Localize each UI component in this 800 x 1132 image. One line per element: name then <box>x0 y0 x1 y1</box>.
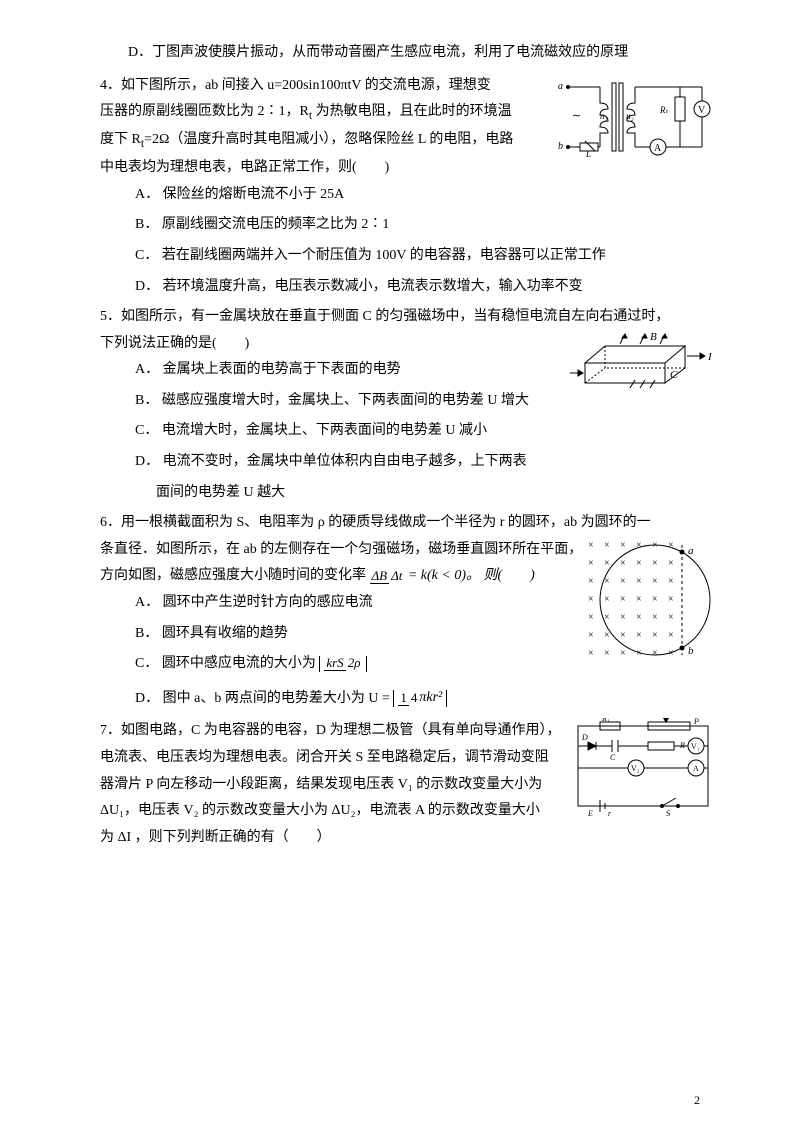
svg-text:B: B <box>650 331 657 343</box>
svg-text:×: × <box>652 558 658 569</box>
svg-text:×: × <box>604 612 610 623</box>
page-number: 2 <box>694 1089 700 1112</box>
svg-text:×: × <box>668 648 674 659</box>
q5-optD2: 面间的电势差 U 越大 <box>100 480 720 507</box>
svg-text:b: b <box>688 645 694 657</box>
q4-optA: A． 保险丝的熔断电流不小于 25A <box>100 182 720 209</box>
svg-text:C: C <box>610 753 616 762</box>
svg-text:×: × <box>620 540 626 551</box>
svg-text:A: A <box>693 764 699 773</box>
q5-figure: B I C <box>570 328 720 403</box>
svg-text:P: P <box>693 718 699 726</box>
q6-figure: a b × × × × × × × × × × × × × × × × × × × × × × × × × × × × × × ×… <box>580 530 720 670</box>
svg-text:D: D <box>581 733 588 742</box>
svg-text:×: × <box>668 630 674 641</box>
svg-text:∼: ∼ <box>572 110 581 122</box>
svg-text:I: I <box>707 351 713 363</box>
svg-text:×: × <box>668 612 674 623</box>
q7-figure: R₁ P D C R V₁ <box>570 718 720 818</box>
svg-text:S: S <box>666 809 670 818</box>
svg-text:V₂: V₂ <box>631 764 640 773</box>
svg-text:n₁: n₁ <box>600 111 608 121</box>
svg-text:r: r <box>608 809 612 818</box>
q7-stem5: 为 ΔI ，则下列判断正确的有（ ） <box>100 825 720 852</box>
q5-optD1: D． 电流不变时，金属块中单位体积内自由电子越多，上下两表 <box>100 449 720 476</box>
q4-block: a L b ∼ n₁ n₂ <box>100 73 720 301</box>
svg-text:×: × <box>588 594 594 605</box>
svg-text:×: × <box>620 594 626 605</box>
svg-text:×: × <box>652 576 658 587</box>
svg-text:×: × <box>636 612 642 623</box>
q3-optD: D．丁图声波使膜片振动，从而带动音圈产生感应电流，利用了电流磁效应的原理 <box>100 40 720 67</box>
svg-text:×: × <box>620 648 626 659</box>
q4-optC: C． 若在副线圈两端并入一个耐压值为 100V 的电容器，电容器可以正常工作 <box>100 243 720 270</box>
svg-text:×: × <box>588 576 594 587</box>
svg-text:×: × <box>652 612 658 623</box>
q4-optB: B． 原副线圈交流电压的频率之比为 2∶1 <box>100 212 720 239</box>
svg-text:×: × <box>588 630 594 641</box>
svg-text:×: × <box>604 558 610 569</box>
svg-text:×: × <box>636 630 642 641</box>
q5-stem1: 5．如图所示，有一金属块放在垂直于侧面 C 的匀强磁场中，当有稳恒电流自左向右通… <box>100 304 720 331</box>
svg-text:a: a <box>558 81 563 92</box>
q5-optC: C． 电流增大时，金属块上、下两表面间的电势差 U 减小 <box>100 418 720 445</box>
q6-block: a b × × × × × × × × × × × × × × × × × × × × × × × × × × × × × × ×… <box>100 510 720 712</box>
svg-text:V: V <box>698 105 706 116</box>
page-root: D．丁图声波使膜片振动，从而带动音圈产生感应电流，利用了电流磁效应的原理 a L… <box>0 0 800 1132</box>
svg-text:×: × <box>668 576 674 587</box>
svg-text:×: × <box>620 576 626 587</box>
svg-text:×: × <box>620 630 626 641</box>
svg-text:×: × <box>620 612 626 623</box>
q4-figure: a L b ∼ n₁ n₂ <box>550 75 720 160</box>
svg-text:×: × <box>588 648 594 659</box>
svg-text:n₂: n₂ <box>626 111 634 121</box>
svg-text:×: × <box>604 576 610 587</box>
svg-text:E: E <box>587 809 593 818</box>
svg-text:C: C <box>670 369 678 381</box>
svg-text:×: × <box>620 558 626 569</box>
svg-text:b: b <box>558 141 563 152</box>
q7-block: R₁ P D C R V₁ <box>100 718 720 851</box>
svg-text:×: × <box>668 594 674 605</box>
svg-text:V₁: V₁ <box>691 742 700 751</box>
q5-block: B I C 5．如图所示，有一金属块放在垂直于侧面 C 的匀强磁场中，当有稳恒电… <box>100 304 720 506</box>
svg-text:×: × <box>588 612 594 623</box>
q4-optD: D． 若环境温度升高，电压表示数减小，电流表示数增大，输入功率不变 <box>100 274 720 301</box>
svg-text:×: × <box>588 558 594 569</box>
svg-text:×: × <box>652 594 658 605</box>
svg-text:R₁: R₁ <box>601 718 610 723</box>
q6-optD: D． 图中 a、b 两点间的电势差大小为 U = 14πkr² <box>100 686 720 713</box>
svg-text:×: × <box>636 540 642 551</box>
svg-text:×: × <box>636 558 642 569</box>
svg-text:×: × <box>604 630 610 641</box>
svg-text:×: × <box>604 648 610 659</box>
svg-text:L: L <box>585 149 591 159</box>
svg-text:a: a <box>688 545 694 557</box>
svg-text:×: × <box>636 594 642 605</box>
svg-text:Rₜ: Rₜ <box>659 105 668 115</box>
svg-text:×: × <box>652 648 658 659</box>
svg-text:×: × <box>636 648 642 659</box>
svg-text:×: × <box>668 558 674 569</box>
svg-text:×: × <box>668 540 674 551</box>
svg-text:×: × <box>588 540 594 551</box>
svg-text:A: A <box>654 143 662 154</box>
svg-text:×: × <box>604 594 610 605</box>
svg-text:×: × <box>652 540 658 551</box>
svg-text:×: × <box>604 540 610 551</box>
svg-text:×: × <box>636 576 642 587</box>
svg-text:×: × <box>652 630 658 641</box>
